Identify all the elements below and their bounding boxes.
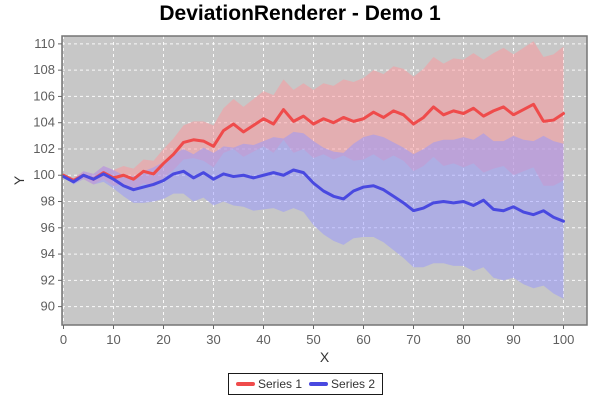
series2-line [62, 168, 565, 223]
series2-line-swatch-icon [309, 382, 329, 386]
y-tick-label: 100 [33, 167, 55, 182]
y-tick-label: 110 [34, 36, 55, 51]
x-tick-label: 80 [456, 332, 470, 347]
y-tick-label: 96 [41, 220, 55, 235]
x-tick-label: 100 [553, 332, 575, 347]
y-tick-label: 98 [41, 194, 55, 209]
y-tick-label: 90 [41, 299, 55, 314]
legend-item-series1: Series 1 [236, 377, 302, 391]
x-tick-label: 70 [406, 332, 420, 347]
x-tick-label: 0 [60, 332, 67, 347]
x-tick-label: 10 [106, 332, 120, 347]
x-tick-label: 50 [306, 332, 320, 347]
y-tick-label: 94 [41, 246, 55, 261]
chart-title: DeviationRenderer - Demo 1 [159, 2, 441, 25]
series1-line [62, 102, 565, 182]
series1-line-swatch-icon [236, 382, 255, 386]
x-tick-label: 60 [356, 332, 370, 347]
x-tick-label: 30 [206, 332, 220, 347]
y-tick-label: 106 [33, 88, 55, 103]
legend-item-series2: Series 2 [309, 377, 375, 391]
y-axis-label: Y [11, 175, 27, 185]
legend: Series 1 Series 2 [228, 373, 384, 395]
x-tick-label: 20 [156, 332, 170, 347]
plot-border [61, 35, 588, 326]
y-tick-label: 102 [33, 141, 55, 156]
x-tick-label: 40 [256, 332, 270, 347]
y-tick-label: 108 [33, 62, 55, 77]
y-tick-label: 104 [33, 115, 55, 130]
x-axis-label: X [320, 349, 330, 365]
legend-label-series1: Series 1 [258, 377, 303, 391]
x-tick-label: 90 [506, 332, 520, 347]
legend-label-series2: Series 2 [331, 377, 376, 391]
y-tick-label: 92 [41, 272, 55, 287]
